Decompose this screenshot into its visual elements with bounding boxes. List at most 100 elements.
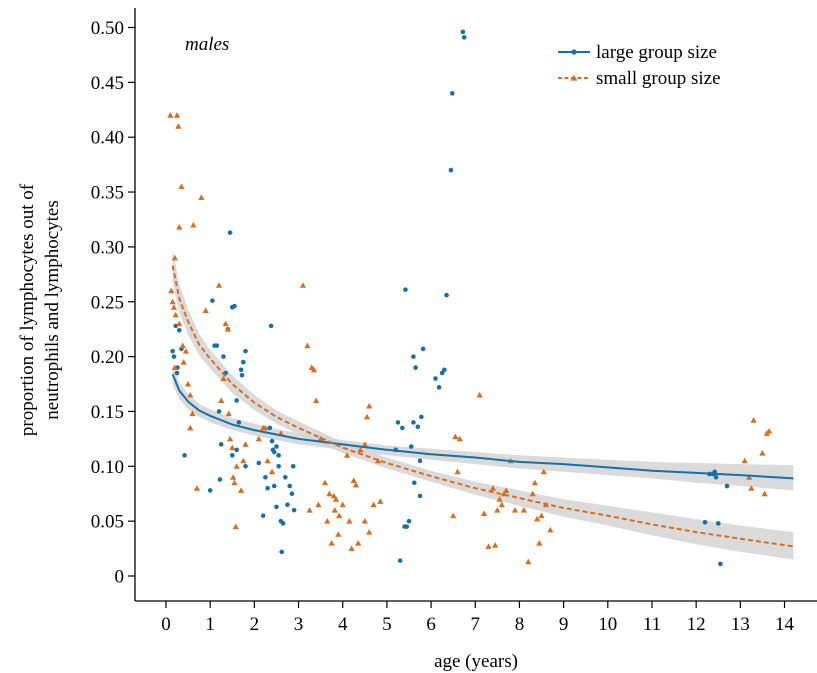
data-point-large	[263, 474, 268, 480]
data-point-small	[750, 417, 757, 423]
data-point-small	[233, 463, 240, 469]
data-point-large	[442, 367, 447, 373]
data-point-small	[264, 457, 271, 464]
data-point-small	[331, 507, 338, 513]
y-tick-label: 0.20	[91, 347, 124, 368]
data-point-large	[461, 35, 467, 40]
data-point-large	[170, 348, 175, 354]
data-point-large	[404, 524, 410, 529]
fit-curves	[171, 265, 794, 548]
data-point-small	[168, 287, 175, 294]
data-point-small	[238, 487, 245, 493]
data-point-small	[529, 490, 536, 497]
data-point-small	[503, 487, 510, 493]
data-point-large	[216, 409, 222, 414]
data-point-small	[184, 380, 192, 387]
data-point-large	[417, 458, 423, 464]
data-point-large	[243, 464, 248, 469]
x-tick-label: 7	[471, 614, 481, 635]
axes: 0 1 2 3 4 5 6 7 8 9 10 11 12 13 1400.050.100.150.200.2…	[91, 8, 817, 635]
data-point-small	[361, 518, 368, 524]
y-tick-label: 0.40	[91, 128, 124, 149]
data-point-small	[306, 507, 313, 513]
data-point-large	[289, 491, 295, 497]
data-point-small	[324, 518, 331, 524]
x-tick-label: 11	[643, 614, 661, 635]
data-point-large	[406, 518, 412, 524]
data-point-small	[520, 507, 527, 513]
data-point-large	[285, 502, 290, 507]
data-point-small	[304, 342, 311, 349]
data-point-small	[268, 468, 276, 475]
data-point-small	[344, 452, 351, 458]
data-point-small	[187, 424, 194, 431]
data-point-small	[169, 298, 176, 305]
data-point-large	[276, 453, 281, 458]
data-point-small	[352, 481, 360, 488]
data-point-large	[433, 376, 438, 381]
data-point-large	[210, 298, 215, 303]
legend-marker-0	[571, 49, 577, 55]
data-point-large	[241, 359, 246, 365]
legend-label-1: small group size	[596, 68, 721, 89]
data-point-large	[218, 442, 224, 447]
data-point-large	[265, 485, 270, 491]
x-tick-label: 9	[559, 614, 569, 635]
data-point-large	[239, 372, 245, 378]
data-point-large	[287, 483, 293, 489]
data-point-large	[271, 449, 277, 455]
data-point-small	[547, 526, 554, 533]
data-point-large	[207, 488, 213, 493]
y-tick-label: 0.30	[91, 237, 124, 258]
data-point-small	[452, 433, 459, 440]
data-point-small	[176, 320, 183, 327]
data-point-small	[492, 542, 499, 548]
data-point-small	[361, 441, 368, 447]
data-point-small	[335, 531, 342, 537]
x-tick-label: 5	[382, 614, 392, 635]
data-point-small	[225, 410, 232, 417]
data-point-small	[540, 468, 547, 475]
data-point-small	[525, 558, 532, 565]
data-point-small	[496, 496, 503, 502]
data-point-large	[221, 354, 226, 359]
data-point-small	[765, 428, 773, 434]
data-point-small	[454, 468, 461, 475]
data-point-small	[476, 391, 483, 398]
data-point-large	[267, 425, 273, 431]
data-point-small	[218, 397, 225, 403]
data-point-large	[282, 474, 288, 480]
x-tick-label: 6	[426, 614, 436, 635]
data-point-small	[178, 183, 185, 190]
data-point-small	[366, 402, 373, 409]
data-point-large	[436, 385, 442, 390]
y-axis-label-line1: proportion of lymphocytes out of	[17, 183, 38, 436]
data-point-large	[460, 29, 466, 35]
data-point-large	[243, 348, 248, 354]
data-point-small	[189, 410, 196, 417]
data-point-small	[171, 254, 178, 261]
data-point-large	[234, 398, 239, 403]
data-point-large	[419, 414, 424, 420]
data-point-small	[339, 501, 346, 508]
y-tick-label: 0.05	[91, 512, 124, 533]
data-point-large	[173, 323, 179, 329]
data-point-small	[741, 457, 748, 464]
data-point-small	[374, 457, 382, 464]
data-point-small	[231, 479, 238, 486]
data-point-small	[456, 435, 463, 442]
y-tick-label: 0.45	[91, 73, 124, 94]
data-point-small	[317, 435, 324, 442]
data-point-small	[299, 282, 307, 288]
x-tick-label: 0	[161, 614, 171, 635]
data-point-large	[174, 370, 180, 376]
data-point-large	[411, 354, 416, 359]
data-point-small	[190, 221, 197, 228]
data-point-small	[489, 485, 497, 491]
data-point-small	[171, 364, 178, 371]
data-point-large	[411, 480, 417, 486]
data-point-small	[326, 490, 333, 497]
data-point-large	[400, 425, 405, 431]
data-point-small	[336, 512, 343, 519]
